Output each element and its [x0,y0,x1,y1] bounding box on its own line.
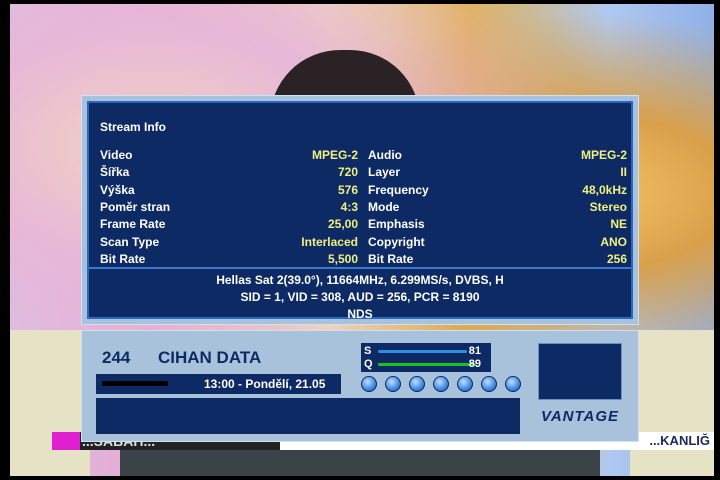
signal-quality-label: Q [364,358,373,370]
video-info-row: Bit Rate 5,500 [100,252,358,269]
row-value: MPEG-2 [311,148,358,162]
music-icon [409,376,425,392]
hd-icon [361,376,377,392]
pid-info: SID = 1, VID = 308, AUD = 256, PCR = 819… [240,290,480,304]
row-label: Výška [100,182,135,197]
row-value: ANO [600,234,627,249]
audio-info-row: Mode Stereo [368,200,627,217]
row-value: 720 [337,165,358,180]
row-value: 25,00 [327,217,358,232]
signal-meter: S 81 Q 89 [361,343,491,372]
row-value: 48,0kHz [582,182,627,197]
epg-area [96,398,520,434]
row-value: Interlaced [301,234,358,249]
video-info-row: Frame Rate 25,00 [100,217,358,234]
row-label: Šířka [100,165,130,180]
row-value: Stereo [589,199,627,214]
signal-strength-value: 81 [468,345,481,357]
audio-info-row: Frequency 48,0kHz [368,183,627,200]
video-info-row: Poměr stran 4:3 [100,200,358,217]
ticker-marker [52,432,80,450]
audio-info-row: Copyright ANO [368,235,627,252]
row-label: Frame Rate [100,217,166,232]
vantage-logo: VANTAGE [540,408,620,425]
row-label: Audio [368,148,402,162]
row-label: Bit Rate [100,251,146,266]
row-label: Mode [368,199,400,214]
row-value: II [620,165,627,180]
time-box: 13:00 - Pondělí, 21.05 [96,374,341,394]
row-label: Layer [368,165,401,180]
video-info-row: Výška 576 [100,183,358,200]
row-value: 576 [337,182,358,197]
audio-info-row: Layer II [368,165,627,182]
row-value: 4:3 [340,199,358,214]
row-label: Video [100,148,133,162]
audio-info-row: Emphasis NE [368,217,627,234]
row-label: Copyright [368,234,425,249]
transponder-info: Hellas Sat 2(39.0°), 11664MHz, 6.299MS/s… [216,273,504,287]
row-value: 256 [606,251,627,266]
signal-quality-value: 89 [468,358,481,370]
row-value: MPEG-2 [580,148,627,162]
stream-info-panel: Stream Info Video MPEG-2 Šířka 720 Výška 576 P… [81,95,639,325]
video-info-row: Šířka 720 [100,165,358,182]
epg-icon [505,376,521,392]
channel-info-bar: 244 CIHAN DATA 13:00 - Pondělí, 21.05 S … [81,330,639,442]
teletext-icon [433,376,449,392]
program-progress [102,381,168,386]
video-desk-left [10,330,90,476]
date-time: 13:00 - Pondělí, 21.05 [204,377,326,391]
audio-info-row: Bit Rate 256 [368,252,627,269]
row-label: Scan Type [100,234,160,249]
preview-window [538,343,622,400]
subtitle-icon [385,376,401,392]
ca-system: NDS [347,307,373,321]
signal-quality-bar [378,363,476,366]
channel-number: 244 [102,348,131,367]
channel-name: CIHAN DATA [158,348,262,367]
row-label: Frequency [368,182,429,197]
row-value: 5,500 [327,251,358,266]
audio-info-row: Audio MPEG-2 [368,148,627,165]
row-label: Emphasis [368,217,425,232]
stream-info-title: Stream Info [100,120,167,134]
video-info-row: Scan Type Interlaced [100,235,358,252]
video-info-row: Video MPEG-2 [100,148,358,165]
row-label: Bit Rate [368,251,414,266]
scrambled-icon [457,376,473,392]
divider [89,267,631,269]
video-desk-right [630,330,714,476]
row-value: NE [610,217,627,232]
row-label: Poměr stran [100,199,171,214]
signal-strength-bar [378,350,468,353]
signal-strength-label: S [364,345,372,357]
info-icon [481,376,497,392]
